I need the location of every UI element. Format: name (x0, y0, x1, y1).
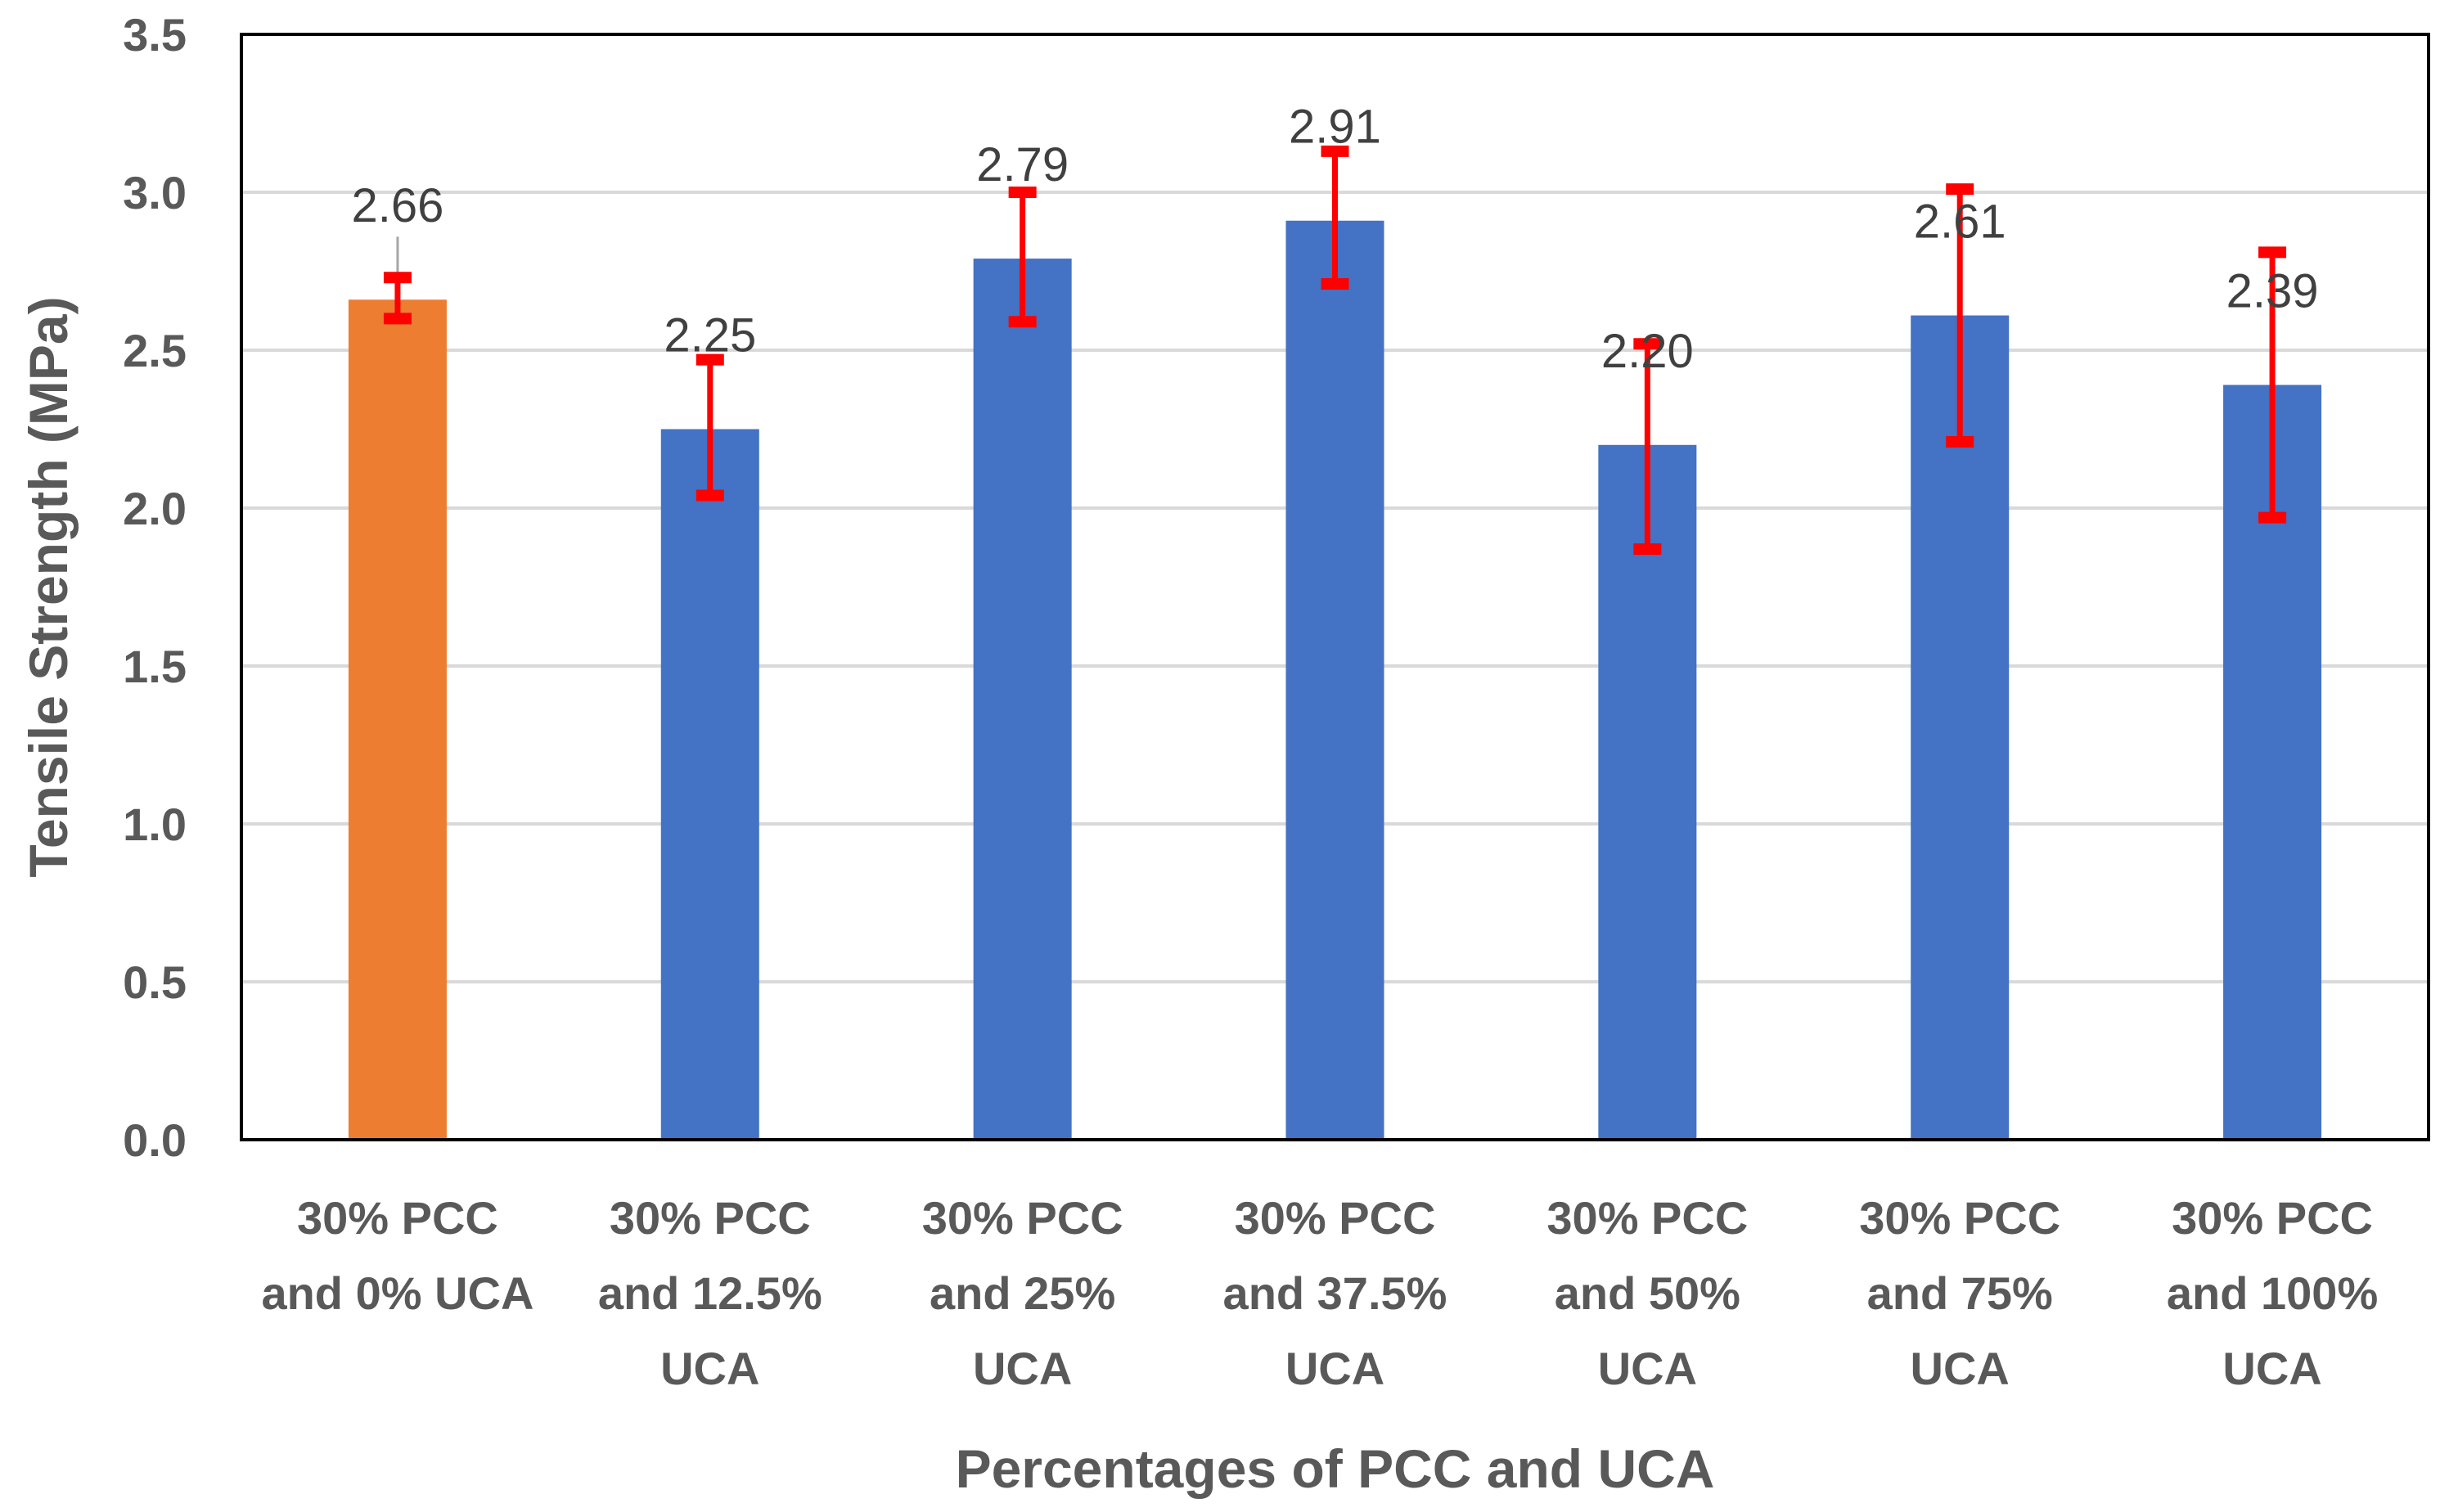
bar (1285, 220, 1384, 1140)
x-category-label: 30% PCC and 100% UCA (2167, 1192, 2378, 1394)
x-axis-title: Percentages of PCC and UCA (956, 1438, 1715, 1499)
error-bars (383, 145, 2287, 556)
bar (660, 429, 759, 1140)
x-category-label: 30% PCC and 37.5% UCA (1223, 1192, 1447, 1394)
y-tick-label: 0.5 (123, 956, 187, 1008)
x-category-label-line: 30% PCC (1859, 1192, 2060, 1244)
x-category-label-line: and 25% (930, 1267, 1115, 1319)
x-category-label-line: UCA (1285, 1343, 1384, 1394)
bar-value-label: 2.79 (976, 138, 1069, 191)
x-category-label: 30% PCC and 12.5% UCA (598, 1192, 822, 1394)
bar-value-label: 2.91 (1289, 101, 1381, 154)
x-category-label-line: UCA (1598, 1343, 1697, 1394)
y-tick-label: 1.0 (123, 799, 187, 850)
bar-value-label: 2.25 (664, 309, 756, 362)
y-tick-label: 3.0 (123, 167, 187, 218)
bar-value-label: 2.66 (351, 179, 443, 232)
x-category-label-line: 30% PCC (1546, 1192, 1748, 1244)
x-category-label-line: 30% PCC (610, 1192, 811, 1244)
bar (973, 259, 1072, 1140)
y-tick-label: 2.5 (123, 325, 187, 376)
x-category-label-line: UCA (973, 1343, 1072, 1394)
x-category-label-line: and 12.5% (598, 1267, 822, 1319)
y-tick-label: 3.5 (123, 9, 187, 61)
x-category-label-line: and 0% UCA (261, 1267, 533, 1319)
x-category-label-line: and 75% (1867, 1267, 2053, 1319)
y-tick-label: 2.0 (123, 483, 187, 534)
x-category-label: 30% PCC and 50% UCA (1546, 1192, 1748, 1394)
bar (1911, 315, 2010, 1140)
bar-value-label: 2.39 (2226, 264, 2319, 317)
plot-area-frame (240, 33, 2430, 1141)
x-category-label-line: and 100% (2167, 1267, 2378, 1319)
x-category-label-line: 30% PCC (2172, 1192, 2373, 1244)
bar (348, 299, 447, 1140)
y-tick-label: 0.0 (123, 1114, 187, 1166)
x-category-label-line: 30% PCC (1235, 1192, 1436, 1244)
y-tick-label: 1.5 (123, 641, 187, 692)
bar-series (348, 220, 2322, 1141)
x-category-label-line: 30% PCC (922, 1192, 1123, 1244)
x-category-label-line: and 37.5% (1223, 1267, 1447, 1319)
bar (1598, 444, 1697, 1140)
x-category-label-line: UCA (660, 1343, 759, 1394)
y-axis-tick-labels: 0.0 0.5 1.0 1.5 2.0 2.5 3.0 3.5 (123, 9, 187, 1166)
y-axis-title: Tensile Strength (MPa) (18, 296, 79, 877)
x-category-label-line: UCA (1911, 1343, 2010, 1394)
x-category-label-line: and 50% (1555, 1267, 1740, 1319)
x-category-label: 30% PCC and 75% UCA (1859, 1192, 2060, 1394)
x-category-label-line: UCA (2222, 1343, 2321, 1394)
bar-value-label: 2.20 (1601, 325, 1694, 378)
x-category-label: 30% PCC and 25% UCA (922, 1192, 1123, 1394)
x-category-label: 30% PCC and 0% UCA (261, 1192, 533, 1319)
x-category-label-line: 30% PCC (297, 1192, 498, 1244)
data-labels: 2.66 2.25 2.79 2.91 2.20 2.61 2.39 (351, 101, 2318, 378)
bar-value-label: 2.61 (1914, 196, 2006, 249)
